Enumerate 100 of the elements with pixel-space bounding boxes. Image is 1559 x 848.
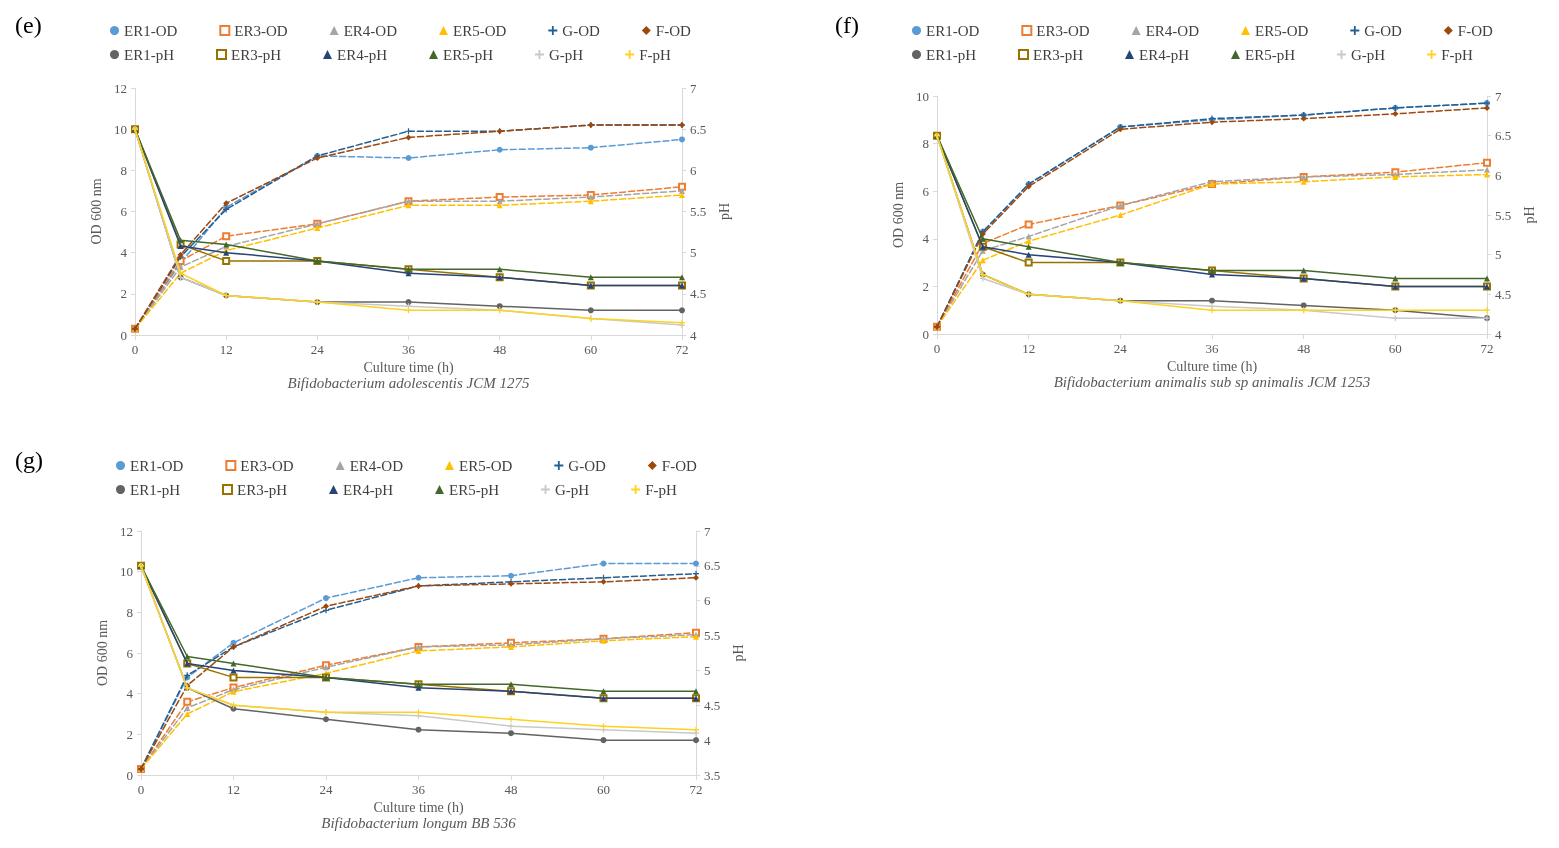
x-tick-label: 48 [504, 782, 518, 797]
legend-label: ER3-OD [240, 457, 294, 474]
text: Bifidobacterium animalis sub sp animalis JCM 1253 [1053, 373, 1371, 390]
legend-label: ER3-pH [1033, 46, 1084, 63]
legend-label: G-OD [568, 457, 606, 474]
legend-label: ER3-pH [237, 481, 288, 498]
y-tick-label: 4 [922, 231, 930, 247]
legend-label: ER3-OD [234, 22, 288, 39]
y2-tick-label: 4 [690, 327, 697, 343]
x-tick-label: 0 [137, 782, 145, 797]
y-tick-label: 0 [120, 327, 127, 343]
x-axis-title: Culture time (h) [1166, 359, 1258, 376]
chart-title: (e) [15, 12, 42, 38]
y2-tick-label: 7 [1495, 88, 1502, 104]
legend-label: F-OD [655, 22, 691, 39]
y2-tick-label: 4.5 [690, 286, 707, 302]
legend-label: ER5-OD [452, 22, 507, 39]
y-tick-label: 0 [126, 767, 133, 783]
y-tick-label: 2 [922, 278, 929, 294]
x-tick-label: 60 [584, 342, 598, 357]
legend-label: G-pH [554, 481, 590, 498]
legend-label: ER1-pH [130, 481, 181, 498]
y2-tick-label: 6 [690, 162, 697, 178]
y2-tick-label: 7 [704, 523, 711, 539]
y2-tick-label: 4.5 [704, 697, 721, 713]
y-tick-label: 12 [120, 523, 133, 539]
y-tick-label: 0 [922, 326, 929, 342]
x-tick-label: 60 [1388, 341, 1402, 356]
legend-label: ER4-OD [349, 457, 404, 474]
x-tick-label: 24 [310, 342, 325, 357]
legend-label: ER5-OD [458, 457, 513, 474]
x-tick-label: 0 [933, 341, 941, 356]
x-tick-label: 60 [597, 782, 610, 797]
x-tick-label: 72 [1480, 341, 1494, 356]
legend-label: ER1-pH [926, 46, 977, 63]
y-tick-label: 4 [120, 245, 128, 261]
y2-axis-title: pH [716, 202, 732, 221]
legend-label: F-pH [639, 46, 671, 63]
legend-label: G-pH [548, 46, 584, 63]
x-tick-label: 72 [689, 782, 703, 797]
legend-label: ER5-pH [442, 46, 494, 63]
x-tick-label: 36 [412, 782, 426, 797]
legend-label: ER1-OD [130, 457, 184, 474]
legend-label: F-pH [645, 481, 677, 498]
y2-tick-label: 6 [1495, 167, 1502, 183]
y-tick-label: 8 [922, 136, 929, 152]
x-tick-label: 12 [1022, 341, 1036, 356]
y-tick-label: 2 [126, 726, 133, 742]
legend-label: ER1-OD [124, 22, 178, 39]
y-axis-title: OD 600 nm [88, 178, 104, 245]
y-tick-label: 6 [120, 204, 128, 219]
y2-tick-label: 5.5 [1495, 207, 1512, 223]
y2-tick-label: 6.5 [690, 121, 707, 137]
chart-title: (f) [835, 12, 859, 38]
x-axis-title: Culture time (h) [363, 360, 454, 377]
y-tick-label: 8 [120, 162, 127, 178]
y2-tick-label: 5 [1495, 247, 1502, 263]
y2-axis-title: pH [1521, 206, 1537, 224]
legend-label: ER4-OD [1145, 22, 1200, 39]
legend-label: ER5-OD [1254, 22, 1309, 39]
y-axis-title: OD 600 nm [94, 619, 110, 687]
y2-tick-label: 3.5 [704, 767, 721, 783]
y2-tick-label: 6 [704, 593, 711, 609]
x-tick-label: 24 [319, 782, 333, 797]
legend-label: F-pH [1441, 46, 1473, 63]
y2-tick-label: 4 [1495, 326, 1502, 342]
legend-label: ER4-pH [342, 481, 394, 498]
legend-label: F-OD [1457, 22, 1493, 39]
x-tick-label: 12 [219, 342, 233, 357]
y-tick-label: 10 [114, 121, 127, 137]
legend-label: F-OD [661, 457, 697, 474]
y-tick-label: 10 [916, 88, 929, 104]
y-tick-label: 6 [126, 645, 134, 661]
legend-label: ER4-OD [343, 22, 398, 39]
y2-axis-title: pH [730, 644, 746, 662]
legend-label: ER4-pH [336, 46, 388, 63]
x-tick-label: 48 [1297, 341, 1311, 356]
y-tick-label: 10 [120, 564, 133, 580]
x-tick-label: 12 [227, 782, 240, 797]
legend-label: ER3-OD [1036, 22, 1090, 39]
legend-label: ER1-OD [926, 22, 980, 39]
y2-tick-label: 4.5 [1495, 286, 1512, 302]
x-tick-label: 36 [402, 342, 416, 357]
x-tick-label: 48 [493, 342, 507, 357]
y2-tick-label: 5.5 [704, 628, 721, 644]
x-tick-label: 36 [1205, 341, 1219, 356]
y2-tick-label: 5 [704, 662, 711, 678]
x-axis-title: Culture time (h) [373, 800, 464, 817]
chart-title: (g) [15, 447, 43, 473]
legend-label: ER5-pH [448, 481, 500, 498]
legend-label: G-OD [562, 22, 600, 39]
y2-tick-label: 6.5 [1495, 128, 1512, 144]
legend-label: G-pH [1350, 46, 1386, 63]
y-tick-label: 4 [126, 686, 134, 702]
y-tick-label: 12 [114, 80, 127, 96]
y-axis-title: OD 600 nm [890, 181, 906, 249]
x-tick-label: 24 [1113, 341, 1128, 356]
y-tick-label: 2 [120, 286, 127, 302]
y2-tick-label: 5 [690, 245, 697, 261]
legend-label: ER4-pH [1138, 46, 1190, 63]
